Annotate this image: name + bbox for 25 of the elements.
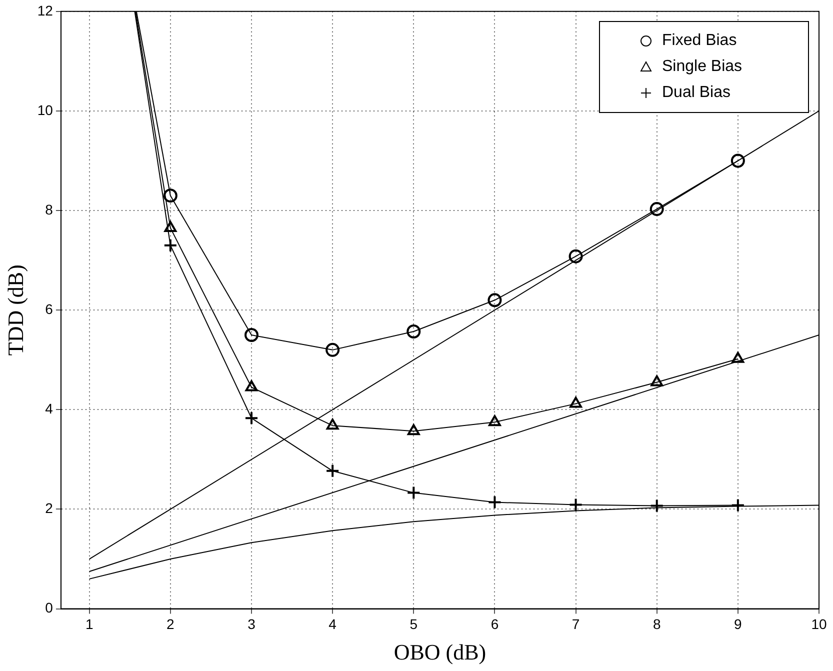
y-tick-label: 6 <box>45 300 54 317</box>
legend-entry: Fixed Bias <box>640 28 794 54</box>
y-tick-label: 4 <box>45 400 54 417</box>
legend-label: Dual Bias <box>662 84 730 102</box>
y-tick-label: 2 <box>45 500 54 516</box>
x-tick-label: 1 <box>85 616 94 632</box>
x-tick-label: 7 <box>572 616 580 632</box>
x-tick-label: 3 <box>248 616 256 632</box>
x-axis-title: OBO (dB) <box>394 640 486 665</box>
legend-entry: Dual Bias <box>640 80 794 106</box>
y-tick-label: 0 <box>45 600 54 616</box>
y-axis-title: TDD (dB) <box>2 264 28 356</box>
x-tick-label: 10 <box>811 616 827 632</box>
x-tick-label: 6 <box>490 616 499 632</box>
y-tick-label: 10 <box>37 102 54 118</box>
y-tick-label: 8 <box>45 201 54 218</box>
x-tick-label: 2 <box>166 616 175 632</box>
y-tick-label: 12 <box>37 2 54 18</box>
x-tick-label: 4 <box>328 616 337 632</box>
legend-entry: Single Bias <box>640 54 794 80</box>
legend-label: Single Bias <box>662 58 742 76</box>
x-tick-label: 9 <box>734 616 742 632</box>
x-tick-label: 8 <box>652 616 661 632</box>
x-tick-label: 5 <box>410 616 418 632</box>
legend-label: Fixed Bias <box>662 32 737 50</box>
